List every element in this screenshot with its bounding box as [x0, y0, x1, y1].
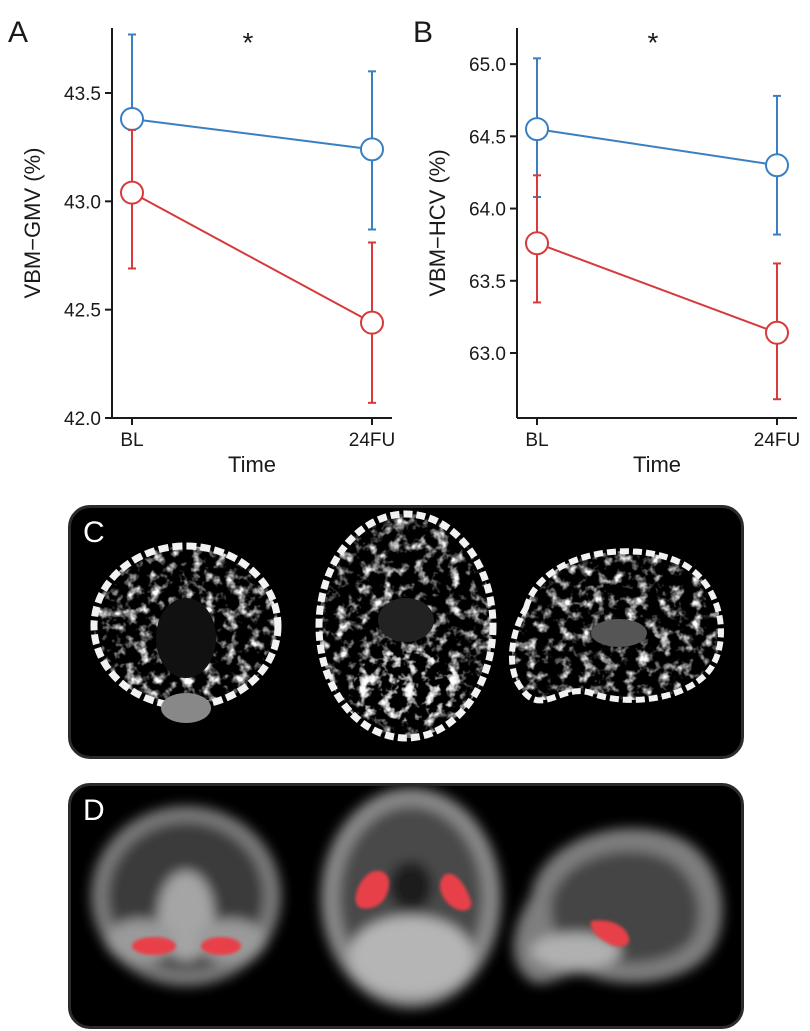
data-point: [121, 182, 143, 204]
series-line: [132, 193, 372, 323]
y-tick-label: 42.5: [64, 301, 101, 322]
series-red: [121, 130, 383, 403]
significance-star: *: [648, 27, 659, 58]
panel-letter-c: C: [83, 516, 105, 550]
y-axis-title: VBM−HCV (%): [425, 149, 450, 296]
series-line: [537, 129, 777, 165]
data-point: [766, 154, 788, 176]
data-point: [361, 312, 383, 334]
x-axis-title: Time: [228, 452, 276, 477]
series-red: [526, 175, 788, 399]
y-axis-title: VBM−GMV (%): [20, 148, 45, 299]
y-tick-label: 42.0: [64, 409, 101, 430]
data-point: [361, 138, 383, 160]
structural-mri-image: [71, 508, 741, 756]
x-axis-title: Time: [633, 452, 681, 477]
series-blue: [526, 58, 788, 234]
significance-star: *: [243, 27, 254, 58]
panel-letter-b: B: [413, 16, 433, 49]
series-line: [537, 243, 777, 333]
series-blue: [121, 35, 383, 230]
structural-mri-panel: C: [68, 505, 744, 759]
x-tick-label: BL: [525, 430, 548, 451]
x-tick-label: BL: [120, 430, 143, 451]
coronal-slice: [94, 546, 278, 723]
y-tick-label: 64.0: [469, 200, 506, 221]
chart-a-svg: A 42.0 42.5 43.0 43.5 BL 24FU Time VBM−GMV (%) *: [0, 0, 405, 490]
panel-letter-a: A: [8, 16, 28, 49]
y-tick-label: 64.5: [469, 127, 506, 148]
y-tick-label: 43.5: [64, 84, 101, 105]
chart-b-svg: B 63.0 63.5 64.0 64.5 65.0 BL 24FU Time VBM−HCV (…: [405, 0, 810, 490]
template-overlay-panel: D: [68, 783, 744, 1029]
x-tick-label: 24FU: [754, 430, 800, 451]
axial-slice: [319, 514, 493, 738]
coronal-template: [91, 806, 281, 986]
sagittal-template: [514, 828, 723, 983]
x-tick-label: 24FU: [349, 430, 395, 451]
axial-template: [321, 788, 501, 1008]
series-line: [132, 119, 372, 149]
data-point: [121, 108, 143, 130]
sagittal-slice: [512, 551, 721, 700]
data-point: [526, 232, 548, 254]
template-overlay-image: [71, 786, 741, 1026]
data-point: [766, 322, 788, 344]
panel-letter-d: D: [83, 794, 105, 828]
data-point: [526, 118, 548, 140]
y-tick-label: 43.0: [64, 192, 101, 213]
chart-panel-a: A 42.0 42.5 43.0 43.5 BL 24FU Time VBM−GMV (%) *: [0, 0, 405, 490]
y-tick-label: 63.0: [469, 344, 506, 365]
chart-panel-b: B 63.0 63.5 64.0 64.5 65.0 BL 24FU Time VBM−HCV (…: [405, 0, 810, 490]
y-tick-label: 63.5: [469, 272, 506, 293]
y-tick-label: 65.0: [469, 55, 506, 76]
